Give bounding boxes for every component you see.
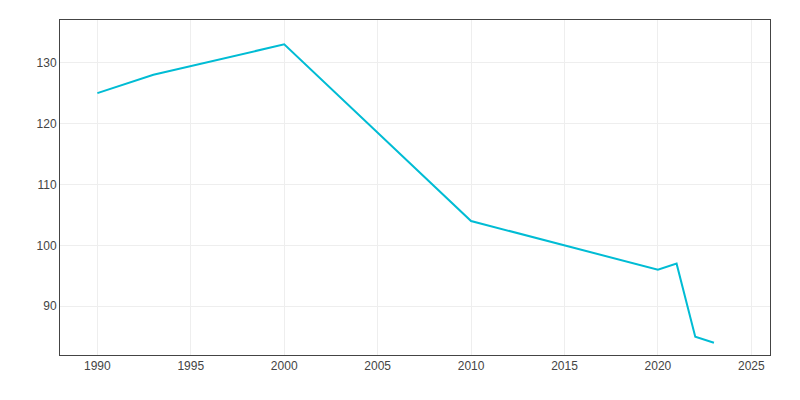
svg-text:130: 130 — [37, 56, 57, 70]
svg-text:120: 120 — [37, 117, 57, 131]
svg-text:2005: 2005 — [364, 359, 391, 373]
svg-text:110: 110 — [37, 178, 56, 192]
svg-text:90: 90 — [43, 299, 57, 313]
svg-text:1995: 1995 — [177, 359, 204, 373]
svg-text:2025: 2025 — [738, 359, 765, 373]
svg-text:2015: 2015 — [551, 359, 578, 373]
svg-text:2020: 2020 — [645, 359, 672, 373]
svg-text:100: 100 — [37, 239, 57, 253]
svg-text:2010: 2010 — [458, 359, 485, 373]
svg-text:1990: 1990 — [84, 359, 111, 373]
svg-text:2000: 2000 — [271, 359, 298, 373]
